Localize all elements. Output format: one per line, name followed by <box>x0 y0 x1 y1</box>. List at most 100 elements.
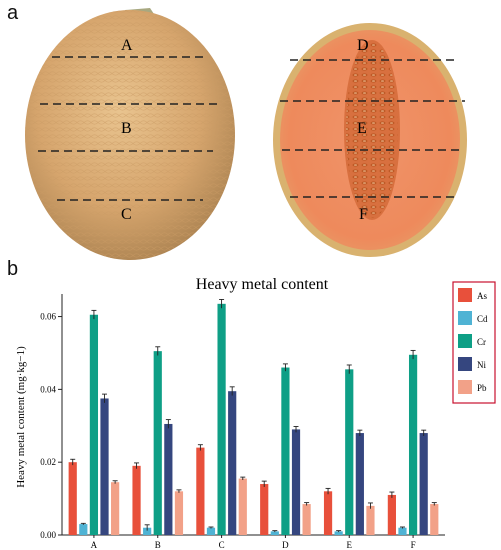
error-bar-Cr-A <box>91 309 97 320</box>
y-axis-label: Heavy metal content (mg·kg−1) <box>15 346 27 488</box>
error-bar-Cd-A <box>80 522 86 525</box>
error-bar-Pb-C <box>240 476 246 481</box>
bar-Ni-D <box>291 429 301 535</box>
legend-swatch-Ni <box>458 357 472 371</box>
error-bar-Ni-E <box>357 429 363 436</box>
error-bar-Cd-D <box>272 530 278 533</box>
axes: 0.00 0.02 0.04 0.06 A B C D E F <box>40 294 445 550</box>
error-bar-Ni-F <box>421 429 427 436</box>
bar-Pb-C <box>238 478 247 535</box>
bars <box>68 299 439 535</box>
cut-melon <box>273 23 467 257</box>
legend-label-Cr: Cr <box>477 337 486 347</box>
bar-Ni-A <box>100 398 109 535</box>
error-bar-Cr-C <box>219 299 225 309</box>
error-bar-Cr-B <box>155 346 161 356</box>
slice-label-f: F <box>359 206 368 223</box>
legend-swatch-Cr <box>458 334 472 348</box>
bar-Ni-F <box>419 433 428 535</box>
bar-As-E <box>323 491 333 535</box>
x-tick-label-C: C <box>219 540 225 550</box>
bar-As-D <box>260 484 269 535</box>
slice-label-b: B <box>121 120 132 137</box>
error-bar-As-B <box>134 462 140 469</box>
melon-photos: A B C D E F <box>25 8 467 260</box>
error-bar-Ni-B <box>165 419 171 429</box>
error-bar-As-F <box>389 491 395 498</box>
error-bar-Pb-D <box>304 502 310 506</box>
x-tick-label-B: B <box>155 540 161 550</box>
bar-Cd-B <box>143 527 152 535</box>
bar-Ni-C <box>228 391 237 535</box>
bar-Cr-C <box>217 303 226 535</box>
slice-label-d: D <box>357 37 369 54</box>
bar-Ni-E <box>355 433 364 535</box>
error-bar-Ni-C <box>229 386 235 396</box>
seed-cavity-seeds <box>346 42 398 218</box>
chart-title: Heavy metal content <box>196 276 329 293</box>
heavy-metal-chart: Heavy metal content Heavy metal content … <box>15 276 496 550</box>
bar-Pb-E <box>366 505 375 535</box>
legend-label-Ni: Ni <box>477 360 486 370</box>
bar-Pb-F <box>430 504 439 535</box>
error-bar-Ni-D <box>293 426 299 433</box>
error-bar-Cr-E <box>346 364 352 374</box>
error-bar-Cr-F <box>410 349 416 360</box>
y-tick-label-1: 0.02 <box>40 457 56 467</box>
bar-Cr-D <box>281 367 290 535</box>
bar-Cr-F <box>408 354 418 535</box>
error-bar-Cd-C <box>208 526 214 529</box>
panel-label-b: b <box>7 258 19 280</box>
slice-label-a: A <box>121 37 133 54</box>
error-bar-As-A <box>70 458 76 466</box>
y-tick-label-2: 0.04 <box>40 384 56 394</box>
error-bar-As-E <box>325 487 331 495</box>
legend-swatch-Pb <box>458 380 472 394</box>
error-bar-Cd-B <box>144 524 150 531</box>
legend-label-Pb: Pb <box>477 383 487 393</box>
x-tick-label-A: A <box>91 540 98 550</box>
x-tick-label-D: D <box>282 540 289 550</box>
slice-lines <box>38 56 465 201</box>
x-tick-label-E: E <box>347 540 353 550</box>
bar-Cd-F <box>398 527 407 535</box>
bar-As-B <box>132 465 141 535</box>
error-bar-As-D <box>261 480 267 487</box>
error-bar-Pb-B <box>176 489 182 493</box>
error-bar-Pb-E <box>367 502 373 509</box>
bar-Cd-E <box>334 531 343 535</box>
bar-As-A <box>68 462 77 535</box>
error-bar-As-C <box>197 444 203 451</box>
slice-label-e: E <box>357 120 367 137</box>
legend-swatch-As <box>458 288 472 302</box>
bar-Cd-D <box>270 531 279 535</box>
bar-Cr-E <box>345 369 354 535</box>
melon-netting <box>25 10 235 260</box>
legend-label-Cd: Cd <box>477 314 488 324</box>
bar-Pb-A <box>111 482 120 535</box>
bar-Pb-D <box>302 504 311 535</box>
bar-Cd-A <box>79 524 88 535</box>
bar-Cd-C <box>206 527 216 535</box>
bar-Pb-B <box>174 491 184 535</box>
bar-Cr-B <box>153 351 162 535</box>
bar-Ni-B <box>164 423 173 535</box>
legend: As Cd Cr Ni Pb <box>452 281 496 404</box>
whole-melon <box>25 8 235 260</box>
x-tick-label-F: F <box>411 540 416 550</box>
slice-label-c: C <box>121 206 132 223</box>
error-bar-Pb-F <box>431 502 437 506</box>
y-tick-label-0: 0.00 <box>40 530 56 540</box>
bar-Cr-A <box>89 314 99 535</box>
panel-label-a: a <box>7 2 19 24</box>
error-bar-Ni-A <box>102 393 108 403</box>
bar-As-F <box>387 494 396 535</box>
error-bar-Cr-D <box>282 363 288 372</box>
legend-label-As: As <box>477 291 487 301</box>
bar-As-C <box>196 447 205 535</box>
error-bar-Cd-E <box>336 530 342 533</box>
error-bar-Pb-A <box>112 480 118 484</box>
y-tick-label-3: 0.06 <box>40 312 56 322</box>
legend-swatch-Cd <box>458 311 472 325</box>
error-bar-Cd-F <box>399 526 405 529</box>
